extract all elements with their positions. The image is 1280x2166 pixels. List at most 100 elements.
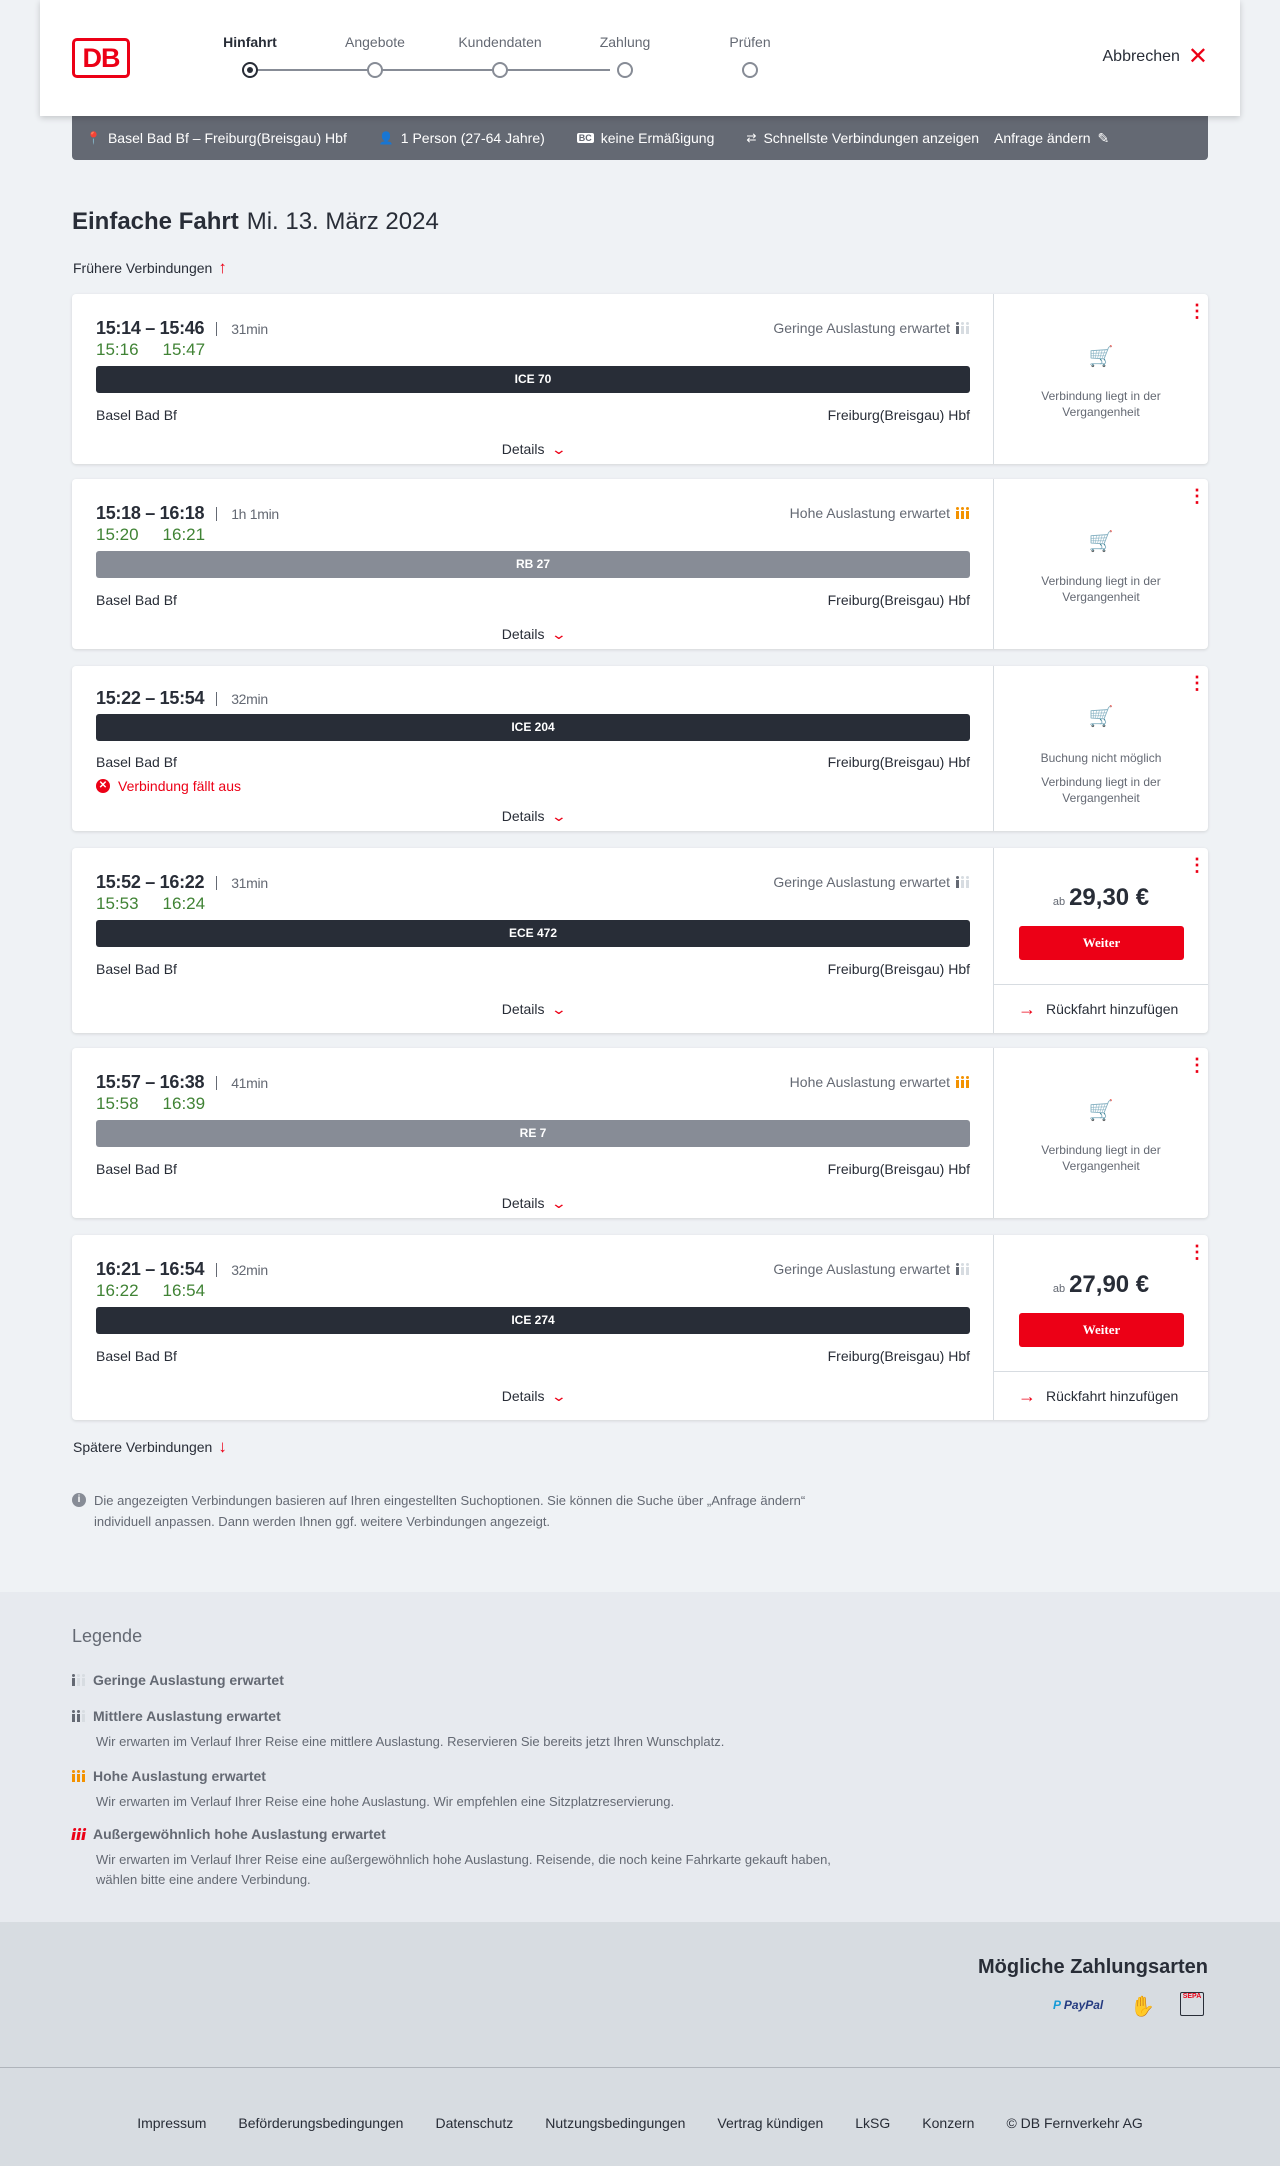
location-pin-icon: 📍 bbox=[86, 131, 101, 145]
footer-link[interactable]: Datenschutz bbox=[435, 2115, 514, 2131]
realtime-arrival: 16:54 bbox=[162, 1281, 206, 1300]
details-label: Details bbox=[501, 1195, 545, 1211]
footer-link[interactable]: Beförderungsbedingungen bbox=[238, 2115, 404, 2131]
stations: Basel Bad Bf Freiburg(Breisgau) Hbf bbox=[96, 592, 970, 608]
legend-title-text: Mittlere Auslastung erwartet bbox=[93, 1708, 281, 1724]
details-toggle[interactable]: Details ⌄ bbox=[72, 1195, 994, 1212]
train-bar[interactable]: ICE 204 bbox=[96, 714, 970, 741]
later-connections-link[interactable]: Spätere Verbindungen ↓ bbox=[73, 1437, 227, 1457]
footer-link[interactable]: LkSG bbox=[855, 2115, 891, 2131]
more-options-icon[interactable]: ⋮ bbox=[1188, 1242, 1206, 1262]
earlier-connections-link[interactable]: Frühere Verbindungen ↑ bbox=[73, 258, 227, 278]
discount-summary: BC keine Ermäßigung bbox=[576, 130, 714, 146]
footer-link[interactable]: Vertrag kündigen bbox=[717, 2115, 824, 2131]
arrow-down-icon: ↓ bbox=[218, 1437, 227, 1456]
connection-details: 15:57 – 16:38 41min 15:58 16:39 Hohe Auslast… bbox=[72, 1048, 994, 1218]
edit-request-label: Anfrage ändern bbox=[994, 130, 1091, 146]
occupancy-low-icon bbox=[956, 1263, 969, 1275]
time-range: 16:21 – 16:54 bbox=[96, 1259, 205, 1279]
footer-link[interactable]: Konzern bbox=[922, 2115, 975, 2131]
payment-title: Mögliche Zahlungsarten bbox=[977, 1956, 1208, 1978]
train-bar[interactable]: ICE 70 bbox=[96, 366, 970, 393]
payment-section: Mögliche Zahlungsarten P PayPal ✋ SEPA bbox=[0, 1922, 1280, 2068]
info-note: i Die angezeigten Verbindungen basieren a… bbox=[72, 1490, 852, 1532]
arrow-right-icon: → bbox=[1018, 1385, 1036, 1406]
legend-description: Wir erwarten im Verlauf Ihrer Reise eine… bbox=[96, 1852, 831, 1887]
legend-item: Geringe Auslastung erwartet bbox=[72, 1672, 872, 1688]
train-bar[interactable]: RE 7 bbox=[96, 1120, 970, 1147]
cancel-label: Abbrechen bbox=[1102, 48, 1180, 65]
stations: Basel Bad Bf Freiburg(Breisgau) Hbf bbox=[96, 407, 970, 423]
duration: 31min bbox=[216, 875, 268, 890]
search-summary-bar: 📍 Basel Bad Bf – Freiburg(Breisgau) Hbf 👤… bbox=[72, 116, 1208, 160]
step-dot bbox=[617, 62, 633, 78]
realtime-times: 15:16 15:47 bbox=[96, 340, 205, 360]
details-label: Details bbox=[501, 1388, 545, 1404]
connection-card: 15:14 – 15:46 31min 15:16 15:47 Geringe Ausl… bbox=[72, 294, 1208, 464]
contactless-card-icon: ✋ bbox=[1130, 1996, 1155, 2018]
details-toggle[interactable]: Details ⌄ bbox=[72, 808, 994, 825]
cancellation-notice: ✕ Verbindung fällt aus bbox=[96, 778, 241, 794]
details-toggle[interactable]: Details ⌄ bbox=[72, 1001, 994, 1018]
passenger-text: 1 Person (27-64 Jahre) bbox=[400, 130, 545, 146]
time-range: 15:52 – 16:22 bbox=[96, 872, 205, 892]
footer-link[interactable]: Impressum bbox=[137, 2115, 207, 2131]
occupancy-high-icon bbox=[956, 507, 969, 519]
details-toggle[interactable]: Details ⌄ bbox=[72, 626, 994, 643]
more-options-icon[interactable]: ⋮ bbox=[1188, 1055, 1206, 1075]
cancel-button[interactable]: Abbrechen ✕ bbox=[1102, 45, 1209, 69]
step-angebote: Angebote bbox=[345, 34, 405, 50]
train-bar[interactable]: ECE 472 bbox=[96, 920, 970, 947]
more-options-icon[interactable]: ⋮ bbox=[1188, 855, 1206, 875]
details-toggle[interactable]: Details ⌄ bbox=[72, 441, 994, 458]
occupancy-label: Geringe Auslastung erwartet bbox=[773, 1261, 950, 1277]
paypal-icon: P PayPal bbox=[1053, 1998, 1104, 2012]
occupancy-indicator: Geringe Auslastung erwartet bbox=[773, 1261, 969, 1277]
occupancy-label: Hohe Auslastung erwartet bbox=[789, 505, 950, 521]
chevron-down-icon: ⌄ bbox=[550, 1001, 567, 1017]
earlier-label: Frühere Verbindungen bbox=[73, 260, 213, 276]
price: ab 29,30 € bbox=[994, 884, 1208, 912]
train-bar[interactable]: RB 27 bbox=[96, 551, 970, 578]
past-connection-text: Verbindung liegt in der Vergangenheit bbox=[1041, 775, 1161, 805]
realtime-arrival: 16:24 bbox=[162, 894, 206, 913]
add-return-button[interactable]: → Rückfahrt hinzufügen bbox=[994, 1371, 1208, 1420]
page-title: Einfache Fahrt Mi. 13. März 2024 bbox=[72, 208, 439, 236]
stations: Basel Bad Bf Freiburg(Breisgau) Hbf bbox=[96, 1161, 970, 1177]
footer-link[interactable]: © DB Fernverkehr AG bbox=[1006, 2115, 1143, 2131]
db-logo[interactable]: DB bbox=[72, 38, 130, 78]
more-options-icon[interactable]: ⋮ bbox=[1188, 673, 1206, 693]
offer-panel: ⋮ ab 27,90 € Weiter → Rückfahrt hinzufügen bbox=[994, 1235, 1208, 1420]
legend-description: Wir erwarten im Verlauf Ihrer Reise eine… bbox=[96, 1734, 725, 1749]
route-summary: 📍 Basel Bad Bf – Freiburg(Breisgau) Hbf bbox=[86, 130, 347, 146]
duration: 1h 1min bbox=[216, 506, 279, 521]
duration: 32min bbox=[216, 1262, 268, 1277]
train-bar[interactable]: ICE 274 bbox=[96, 1307, 970, 1334]
destination-station: Freiburg(Breisgau) Hbf bbox=[827, 407, 970, 423]
continue-button[interactable]: Weiter bbox=[1019, 926, 1184, 960]
continue-button[interactable]: Weiter bbox=[1019, 1313, 1184, 1347]
duration: 41min bbox=[216, 1075, 268, 1090]
time-range: 15:57 – 16:38 bbox=[96, 1072, 205, 1092]
time-range: 15:22 – 15:54 bbox=[96, 688, 205, 708]
duration: 32min bbox=[216, 691, 268, 706]
occupancy-indicator: Geringe Auslastung erwartet bbox=[773, 320, 969, 336]
add-return-button[interactable]: → Rückfahrt hinzufügen bbox=[994, 984, 1208, 1033]
legend-item-title: Außergewöhnlich hohe Auslastung erwartet bbox=[71, 1826, 872, 1842]
edit-request-button[interactable]: Anfrage ändern ✎ bbox=[994, 116, 1208, 160]
legend-section: Legende Geringe Auslastung erwartet Mittl… bbox=[0, 1592, 1280, 1922]
trip-type: Einfache Fahrt bbox=[72, 208, 239, 235]
more-options-icon[interactable]: ⋮ bbox=[1188, 301, 1206, 321]
occupancy-ext-icon bbox=[71, 1828, 86, 1840]
legend-title-text: Geringe Auslastung erwartet bbox=[93, 1672, 284, 1688]
occupancy-label: Hohe Auslastung erwartet bbox=[789, 1074, 950, 1090]
stations: Basel Bad Bf Freiburg(Breisgau) Hbf bbox=[96, 1348, 970, 1364]
offer-panel: ⋮ ab 29,30 € Weiter → Rückfahrt hinzufügen bbox=[994, 848, 1208, 1033]
info-icon: i bbox=[72, 1493, 86, 1507]
occupancy-low-icon bbox=[72, 1674, 85, 1686]
origin-station: Basel Bad Bf bbox=[96, 1348, 177, 1364]
details-toggle[interactable]: Details ⌄ bbox=[72, 1388, 994, 1405]
more-options-icon[interactable]: ⋮ bbox=[1188, 486, 1206, 506]
footer-link[interactable]: Nutzungsbedingungen bbox=[545, 2115, 686, 2131]
legend-item: Außergewöhnlich hohe Auslastung erwartet… bbox=[71, 1826, 872, 1890]
